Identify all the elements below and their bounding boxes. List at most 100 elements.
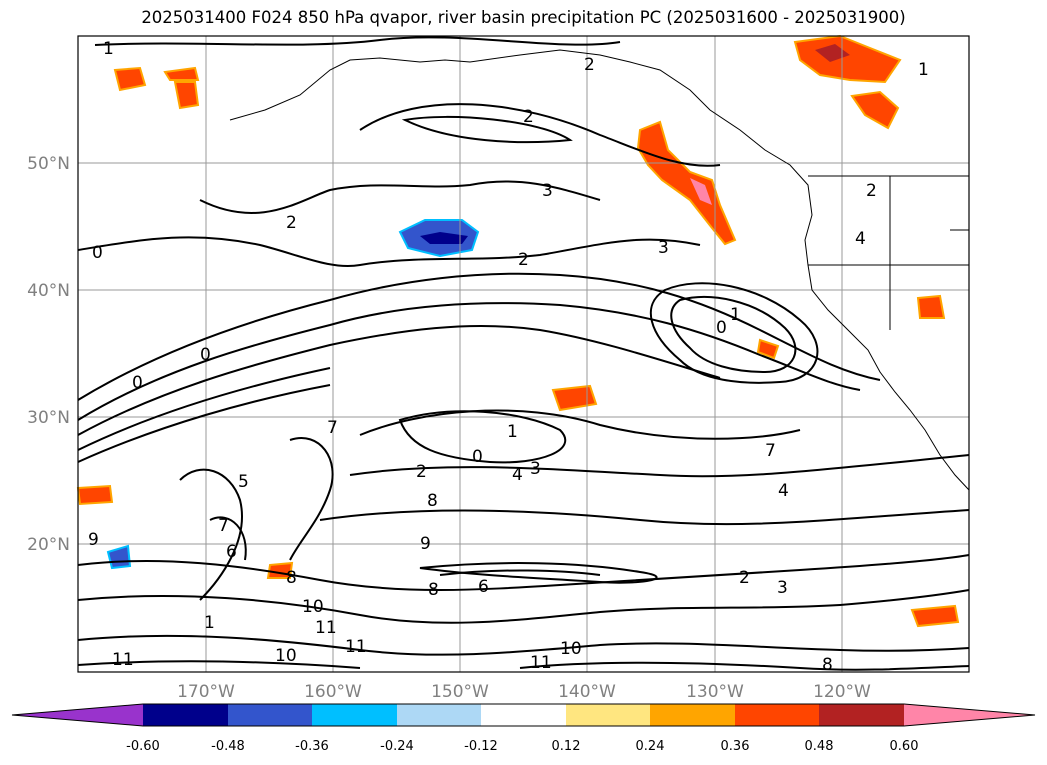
contour-label: 1: [103, 39, 114, 59]
contour-label: 10: [560, 639, 582, 659]
alaska-coast: [229, 49, 970, 491]
contour-line: [199, 180, 601, 214]
contour-label: 11: [112, 650, 134, 670]
contour-label: 9: [420, 534, 431, 554]
colorbar-segment: [397, 704, 481, 726]
contour-label: 1: [507, 422, 518, 442]
contour-label: 7: [327, 418, 338, 438]
lon-label: 140°W: [558, 682, 616, 702]
contour-line: [77, 634, 970, 656]
contour-label: 2: [739, 568, 750, 588]
contour-label: 2: [584, 55, 595, 75]
colorbar-segment: [481, 704, 566, 726]
positive-precip-coast-2: [756, 338, 780, 360]
contour-label: 7: [218, 516, 229, 536]
colorbar-outline: [11, 703, 1036, 727]
colorbar-segment: [566, 704, 650, 726]
contour-line: [209, 516, 247, 561]
contour-line: [77, 384, 331, 463]
contour-label: 3: [530, 459, 541, 479]
colorbar-segments: [11, 703, 1036, 727]
contour-line: [77, 660, 361, 669]
contour-label: 2: [416, 462, 427, 482]
contour-line: [319, 509, 970, 526]
contour-line: [359, 103, 721, 167]
state-borders: [808, 175, 969, 330]
contour-label: 0: [200, 345, 211, 365]
colorbar-tick: -0.60: [126, 739, 160, 754]
contour-label: 2: [523, 107, 534, 127]
lat-label: 40°N: [27, 281, 70, 301]
contour-label: 11: [345, 637, 367, 657]
contour-label: 8: [428, 580, 439, 600]
lon-label: 120°W: [813, 682, 871, 702]
contour-label: 6: [226, 542, 237, 562]
lat-label: 20°N: [27, 535, 70, 555]
contour-line: [359, 409, 801, 440]
contour-line: [349, 454, 970, 478]
positive-precip-west-2: [163, 66, 200, 81]
contour-line: [649, 282, 819, 384]
colorbar-tick: -0.48: [211, 739, 245, 754]
colorbar-tick: 0.60: [890, 739, 919, 754]
coastline: [229, 49, 970, 491]
contour-label: 3: [658, 238, 669, 258]
contour-line: [77, 367, 331, 451]
colorbar-tick: -0.36: [295, 739, 329, 754]
contour-label: 4: [778, 481, 789, 501]
contour-label: 11: [530, 653, 552, 673]
colorbar-tick: 0.36: [721, 739, 750, 754]
positive-precip-sw: [76, 484, 114, 506]
contour-label: 0: [716, 318, 727, 338]
colorbar-segment: [312, 704, 397, 726]
colorbar-tick: 0.24: [636, 739, 665, 754]
contour-label: 2: [518, 250, 529, 270]
contour-label: 11: [315, 618, 337, 638]
contour-line: [77, 302, 861, 421]
positive-precip-alaska-core: [815, 44, 850, 62]
colorbar-segment: [228, 704, 312, 726]
contour-label: 1: [730, 305, 741, 325]
positive-precip-alaska-2: [850, 90, 900, 130]
contour-label: 10: [302, 597, 324, 617]
colorbar-segment: [819, 704, 904, 726]
contour-label: 0: [472, 447, 483, 467]
contour-label: 3: [777, 578, 788, 598]
contour-line: [289, 437, 334, 561]
contour-labels: 1 2 2 2 3 2 3 2 4 1 0 0 0 0 1 2 1 7 4 3 …: [88, 39, 929, 675]
contour-label: 1: [204, 613, 215, 633]
contour-label: 8: [286, 568, 297, 588]
latitude-labels: 50°N 40°N 30°N 20°N: [27, 154, 70, 555]
contour-label: 6: [478, 577, 489, 597]
contour-line: [77, 272, 881, 401]
contour-line: [77, 324, 721, 436]
lon-label: 150°W: [431, 682, 489, 702]
lat-label: 30°N: [27, 408, 70, 428]
contour-line: [519, 661, 970, 671]
qvapor-contours: [77, 36, 970, 671]
colorbar-tick-labels: -0.60 -0.48 -0.36 -0.24 -0.12 0.12 0.24 …: [126, 739, 918, 754]
positive-precip-alaska: [793, 34, 902, 84]
contour-label: 1: [918, 60, 929, 80]
contour-line: [419, 562, 658, 584]
contour-label: 0: [132, 373, 143, 393]
longitude-labels-row: 170°W 160°W 150°W 140°W 130°W 120°W: [177, 682, 871, 702]
lon-label: 170°W: [177, 682, 235, 702]
colorbar-tick: 0.48: [805, 739, 834, 754]
contour-label: 4: [855, 229, 866, 249]
lat-label: 50°N: [27, 154, 70, 174]
contour-label: 9: [88, 530, 99, 550]
colorbar-segment: [650, 704, 735, 726]
contour-label: 3: [542, 181, 553, 201]
contour-line: [401, 115, 573, 144]
lon-label: 130°W: [686, 682, 744, 702]
contour-line: [94, 36, 621, 46]
contour-label: 8: [822, 655, 833, 675]
positive-precip-coast-1: [636, 120, 737, 246]
map-frame: [77, 35, 970, 673]
contour-line: [439, 569, 601, 576]
colorbar-segment: [735, 704, 819, 726]
lon-label: 160°W: [304, 682, 362, 702]
positive-precip-se: [910, 604, 960, 628]
